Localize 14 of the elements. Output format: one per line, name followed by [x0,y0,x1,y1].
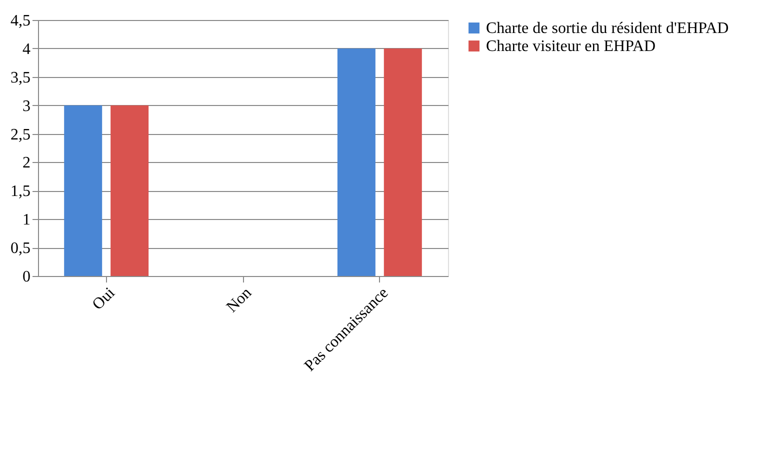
y-tick-label: 4,5 [10,12,30,30]
y-tick-label: 1,5 [10,183,30,200]
y-tick-label: 0 [22,268,30,286]
legend-label: Charte de sortie du résident d'EHPAD [486,20,729,37]
y-tick-label: 3 [22,98,30,115]
y-tick-label: 2,5 [10,126,30,144]
y-tick-label: 2 [22,154,30,172]
legend-label: Charte visiteur en EHPAD [486,38,656,55]
x-tick-label: Oui [89,284,119,314]
y-tick-label: 3,5 [10,69,30,86]
y-tick-label: 1 [22,212,30,229]
y-tick-label: 0,5 [10,240,30,258]
x-tick-label: Non [224,284,256,316]
y-tick-label: 4 [22,40,30,58]
